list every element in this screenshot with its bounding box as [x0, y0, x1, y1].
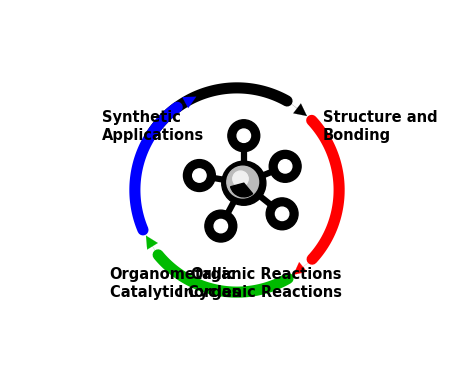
Circle shape: [214, 219, 228, 233]
Circle shape: [228, 120, 260, 152]
Text: Organic Reactions
Inorganic Reactions: Organic Reactions Inorganic Reactions: [178, 268, 342, 300]
Circle shape: [227, 166, 259, 198]
Circle shape: [275, 207, 289, 220]
Wedge shape: [230, 183, 253, 197]
Text: Structure and
Bonding: Structure and Bonding: [323, 110, 438, 142]
Circle shape: [222, 161, 266, 205]
Circle shape: [233, 171, 248, 187]
Circle shape: [205, 210, 237, 242]
Circle shape: [269, 150, 301, 182]
Text: Synthetic
Applications: Synthetic Applications: [102, 110, 204, 142]
Circle shape: [193, 169, 206, 182]
Circle shape: [266, 198, 298, 230]
Text: Organometallic
Catalytic Cycles: Organometallic Catalytic Cycles: [109, 268, 240, 300]
Circle shape: [279, 160, 292, 173]
Circle shape: [183, 160, 215, 192]
Circle shape: [237, 129, 250, 142]
